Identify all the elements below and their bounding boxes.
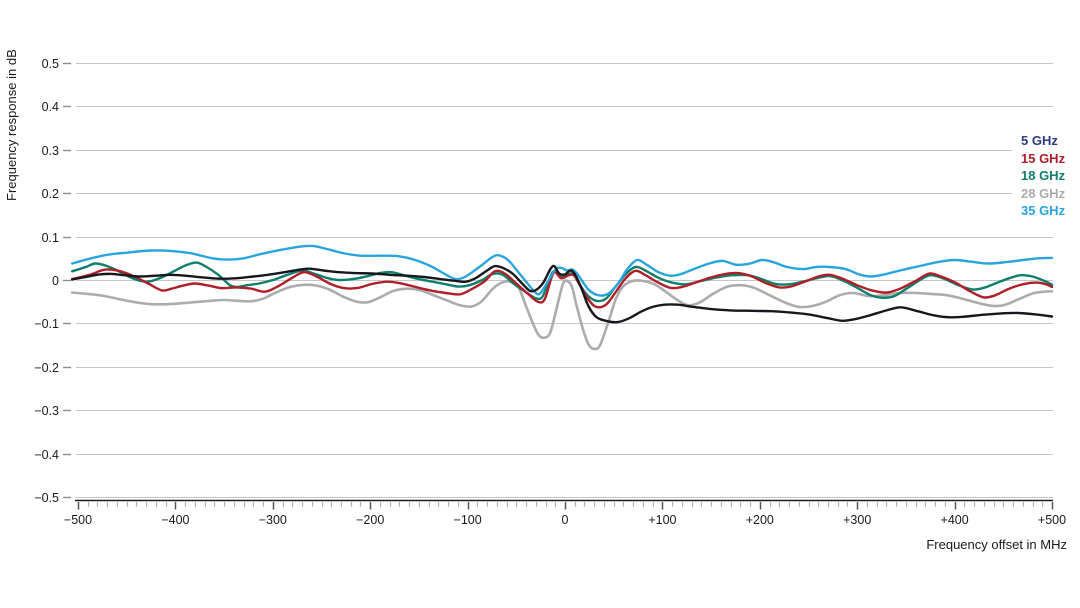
x-tick-label: +200 <box>746 513 774 527</box>
y-tick-label: 0.2 <box>42 187 59 201</box>
y-tick-label: −0.1 <box>34 317 59 331</box>
x-tick-label: −300 <box>259 513 287 527</box>
legend-item-18-ghz: 18 GHz <box>1021 168 1066 183</box>
legend-item-28-ghz: 28 GHz <box>1021 185 1066 201</box>
x-tick-label: −400 <box>161 513 189 527</box>
legend-item-5-ghz: 5 GHz <box>1021 133 1058 148</box>
legend: 5 GHz 15 GHz 18 GHz 28 GHz 35 GHz <box>1014 130 1080 222</box>
curve-35-ghz <box>71 244 1054 297</box>
curve-15-ghz <box>71 268 1054 309</box>
x-ticks <box>77 502 1054 510</box>
x-tick-labels: −500 −400 −300 −200 −100 0 +100 +200 +300 +400 +50… <box>64 513 1066 527</box>
x-tick-label: −200 <box>356 513 384 527</box>
y-tick-labels: 0.5 0.4 0.3 0.2 0.1 0 −0.1 −0.2 −0.3 −0.4 −0.5 <box>34 57 59 505</box>
y-tick-label: 0.3 <box>42 144 59 158</box>
x-tick-label: +300 <box>843 513 871 527</box>
y-tick-label: 0.1 <box>42 231 59 245</box>
y-tick-label: −0.5 <box>34 491 59 505</box>
y-tick-label: 0.4 <box>42 100 59 114</box>
series-curves <box>70 244 1054 351</box>
legend-item-35-ghz: 35 GHz <box>1021 203 1066 218</box>
x-tick-label: +500 <box>1038 513 1066 527</box>
y-tick-label: −0.4 <box>34 448 59 462</box>
x-tick-label: +100 <box>648 513 676 527</box>
x-tick-label: +400 <box>941 513 969 527</box>
x-axis-title: Frequency offset in MHz <box>926 537 1067 552</box>
y-tick-label: 0.5 <box>42 57 59 71</box>
x-tick-label: 0 <box>562 513 569 527</box>
y-tick-label: 0 <box>52 274 59 288</box>
y-axis-title: Frequency response in dB <box>4 49 19 201</box>
x-tick-label: −500 <box>64 513 92 527</box>
x-tick-label: −100 <box>454 513 482 527</box>
y-gridlines <box>63 62 1053 499</box>
curve-5-ghz <box>71 264 1054 324</box>
legend-item-15-ghz: 15 GHz <box>1021 150 1066 166</box>
y-tick-label: −0.2 <box>34 361 59 375</box>
y-tick-label: −0.3 <box>34 404 59 418</box>
curve-28-ghz <box>70 279 1054 351</box>
